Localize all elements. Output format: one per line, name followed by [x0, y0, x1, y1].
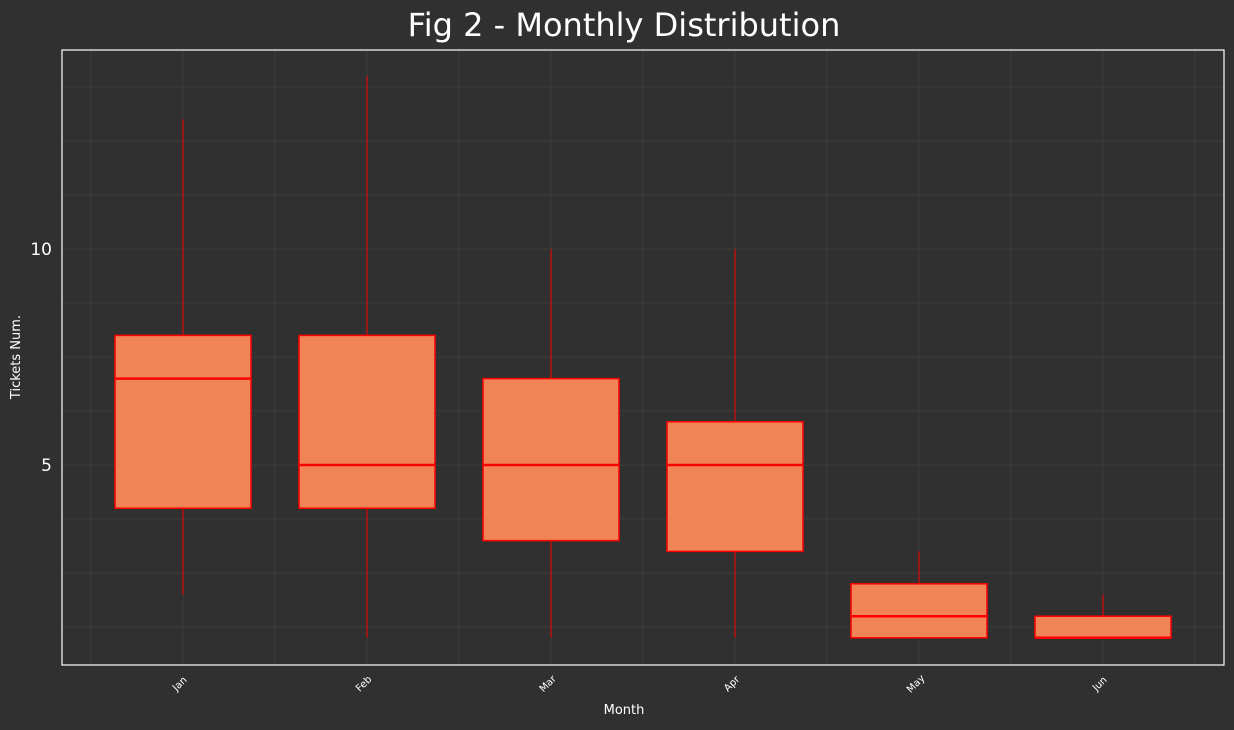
x-axis-label: Month	[604, 703, 645, 718]
box-mar	[482, 249, 620, 638]
y-tick-label: 5	[41, 456, 52, 476]
y-tick-labels: 5 10	[30, 240, 52, 476]
plot-frame	[61, 49, 1225, 666]
y-axis-label: Tickets Num.	[9, 315, 24, 400]
box-jun	[1034, 594, 1172, 640]
box-body	[666, 421, 804, 553]
box-may	[850, 551, 988, 639]
box-feb	[298, 76, 436, 638]
y-tick-label: 10	[30, 240, 52, 260]
boxes-layer	[114, 76, 1172, 640]
box-apr	[666, 249, 804, 638]
box-body	[1034, 615, 1172, 639]
box-body	[114, 334, 252, 509]
box-jan	[114, 119, 252, 595]
box-body	[482, 377, 620, 542]
box-body	[850, 583, 988, 639]
chart-title: Fig 2 - Monthly Distribution	[408, 6, 841, 44]
box-body	[298, 334, 436, 509]
